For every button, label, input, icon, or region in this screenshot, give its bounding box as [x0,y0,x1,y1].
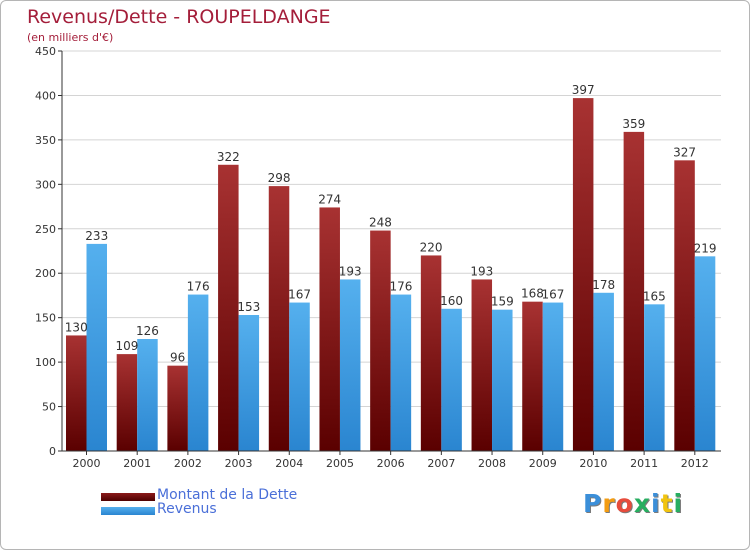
bar-dette [218,164,239,451]
bar-revenus [289,302,310,451]
bar-dette [522,301,543,451]
bar-dette [66,335,87,451]
x-tick-label: 2003 [225,457,253,470]
data-label: 153 [237,300,260,314]
bar-revenus [492,309,513,451]
bar-revenus [644,304,665,451]
x-tick-label: 2001 [123,457,151,470]
logo-letter: i [673,489,684,518]
data-label: 130 [65,320,88,334]
legend-swatch-dette [101,493,155,501]
logo-letter: i [651,489,661,518]
data-label: 160 [440,294,463,308]
data-label: 274 [318,192,341,206]
y-tick-label: 450 [35,45,56,58]
x-tick-label: 2004 [275,457,303,470]
bar-dette [319,207,340,451]
y-tick-label: 250 [35,223,56,236]
data-label: 168 [521,287,544,301]
data-label: 248 [369,216,392,230]
proxiti-logo: Proxiti [583,489,683,518]
data-label: 165 [643,289,666,303]
bar-dette [167,365,188,451]
y-tick-label: 150 [35,312,56,325]
data-label: 219 [694,241,717,255]
data-label: 159 [491,295,514,309]
bar-dette [623,131,645,451]
data-label: 233 [85,229,108,243]
data-label: 126 [136,324,159,338]
x-tick-label: 2011 [630,457,658,470]
data-label: 193 [470,264,493,278]
y-tick-label: 50 [42,401,56,414]
bars [66,98,716,452]
data-label: 96 [170,351,185,365]
bar-dette [268,186,290,451]
bar-dette [420,255,442,451]
data-label: 193 [339,264,362,278]
chart-subtitle: (en milliers d'€) [27,31,114,44]
x-tick-label: 2009 [529,457,557,470]
legend-swatch-revenus [101,507,155,515]
logo-letter: r [602,489,616,518]
bar-dette [471,279,493,451]
bar-revenus [593,292,614,451]
bar-revenus [86,243,107,451]
data-label: 167 [288,288,311,302]
bar-dette [370,230,391,451]
data-label: 327 [673,145,696,159]
bar-revenus [441,308,462,451]
data-label: 359 [622,117,645,131]
x-tick-label: 2006 [377,457,405,470]
bar-revenus [137,339,158,451]
x-tick-label: 2005 [326,457,354,470]
y-tick-label: 0 [49,445,56,458]
data-label: 167 [542,288,565,302]
bar-dette [674,160,695,452]
x-tick-label: 2012 [681,457,709,470]
x-tick-label: 2007 [427,457,455,470]
chart-title: Revenus/Dette - ROUPELDANGE [27,6,331,28]
logo-letter: o [615,489,634,518]
bar-revenus [339,279,361,451]
logo-letter: x [633,489,651,518]
data-label: 176 [389,280,412,294]
y-tick-label: 350 [35,134,56,147]
bar-revenus [694,256,716,451]
bar-dette [116,354,138,451]
logo-letter: P [583,489,603,518]
bar-revenus [542,302,564,451]
data-label: 220 [420,240,443,254]
x-tick-label: 2008 [478,457,506,470]
axes: 0 50 100 150 200 250 300 350 400 450 2000 2001 2002 2… [35,45,721,470]
bar-revenus [238,315,260,451]
data-label: 176 [187,280,210,294]
data-label: 178 [592,278,615,292]
y-tick-label: 400 [35,89,56,102]
data-label: 322 [217,150,240,164]
bar-revenus [390,294,412,451]
y-tick-label: 100 [35,356,56,369]
x-tick-label: 2002 [174,457,202,470]
x-tick-label: 2000 [73,457,101,470]
y-tick-label: 300 [35,178,56,191]
x-tick-label: 2010 [579,457,607,470]
bar-revenus [187,294,209,451]
legend-label-revenus: Revenus [157,501,217,517]
data-label: 109 [115,339,138,353]
y-tick-label: 200 [35,267,56,280]
data-label: 397 [572,83,595,97]
logo-letter: t [660,489,674,518]
data-label: 298 [268,171,291,185]
bar-dette [572,98,594,451]
legend-label-dette: Montant de la Dette [157,487,298,503]
